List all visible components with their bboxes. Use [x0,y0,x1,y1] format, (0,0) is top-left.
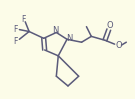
Text: F: F [13,37,18,46]
Text: F: F [13,25,18,34]
Text: O: O [115,41,122,50]
Text: O: O [107,21,113,30]
Text: N: N [52,26,59,35]
Text: N: N [66,34,72,43]
Text: F: F [21,15,26,24]
